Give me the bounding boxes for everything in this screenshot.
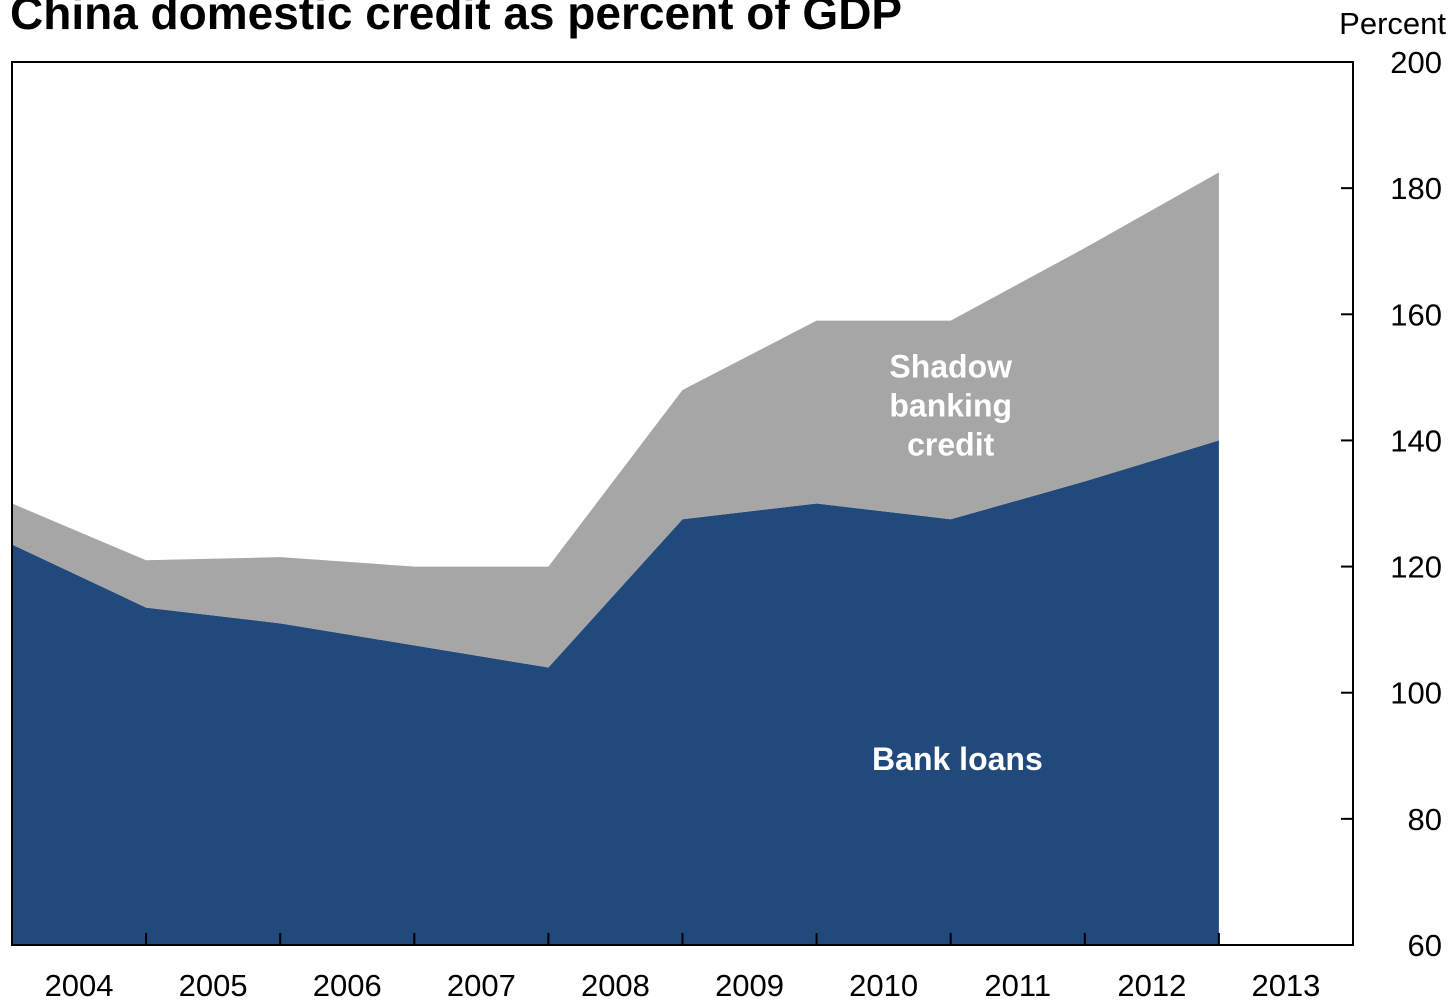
series-label-shadow-banking-credit-0: Shadow xyxy=(889,349,1012,385)
x-tick-label-2010: 2010 xyxy=(849,968,918,1003)
x-tick-label-2004: 2004 xyxy=(45,968,114,1003)
series-label-shadow-banking-credit-2: credit xyxy=(907,427,994,463)
y-tick-label-80: 80 xyxy=(1408,802,1442,837)
x-tick-label-2008: 2008 xyxy=(581,968,650,1003)
x-tick-label-2009: 2009 xyxy=(715,968,784,1003)
x-tick-label-2011: 2011 xyxy=(984,968,1051,1003)
y-tick-label-200: 200 xyxy=(1390,45,1442,80)
y-tick-label-100: 100 xyxy=(1390,676,1442,711)
x-tick-label-2012: 2012 xyxy=(1117,968,1186,1003)
y-tick-label-140: 140 xyxy=(1390,423,1442,458)
y-tick-label-120: 120 xyxy=(1390,550,1442,585)
x-tick-label-2005: 2005 xyxy=(179,968,248,1003)
x-tick-label-2007: 2007 xyxy=(447,968,516,1003)
series-area-bank-loans xyxy=(12,440,1219,945)
series-label-bank-loans-0: Bank loans xyxy=(872,741,1043,777)
y-tick-label-180: 180 xyxy=(1390,171,1442,206)
y-axis-label: Percent xyxy=(1339,6,1446,41)
series-label-shadow-banking-credit-1: banking xyxy=(889,388,1012,424)
series-area-shadow-banking-credit xyxy=(12,172,1219,668)
x-tick-label-2006: 2006 xyxy=(313,968,382,1003)
chart-title: China domestic credit as percent of GDP xyxy=(10,0,903,39)
y-tick-label-60: 60 xyxy=(1408,928,1442,963)
y-tick-label-160: 160 xyxy=(1390,297,1442,332)
x-tick-label-2013: 2013 xyxy=(1251,968,1320,1003)
